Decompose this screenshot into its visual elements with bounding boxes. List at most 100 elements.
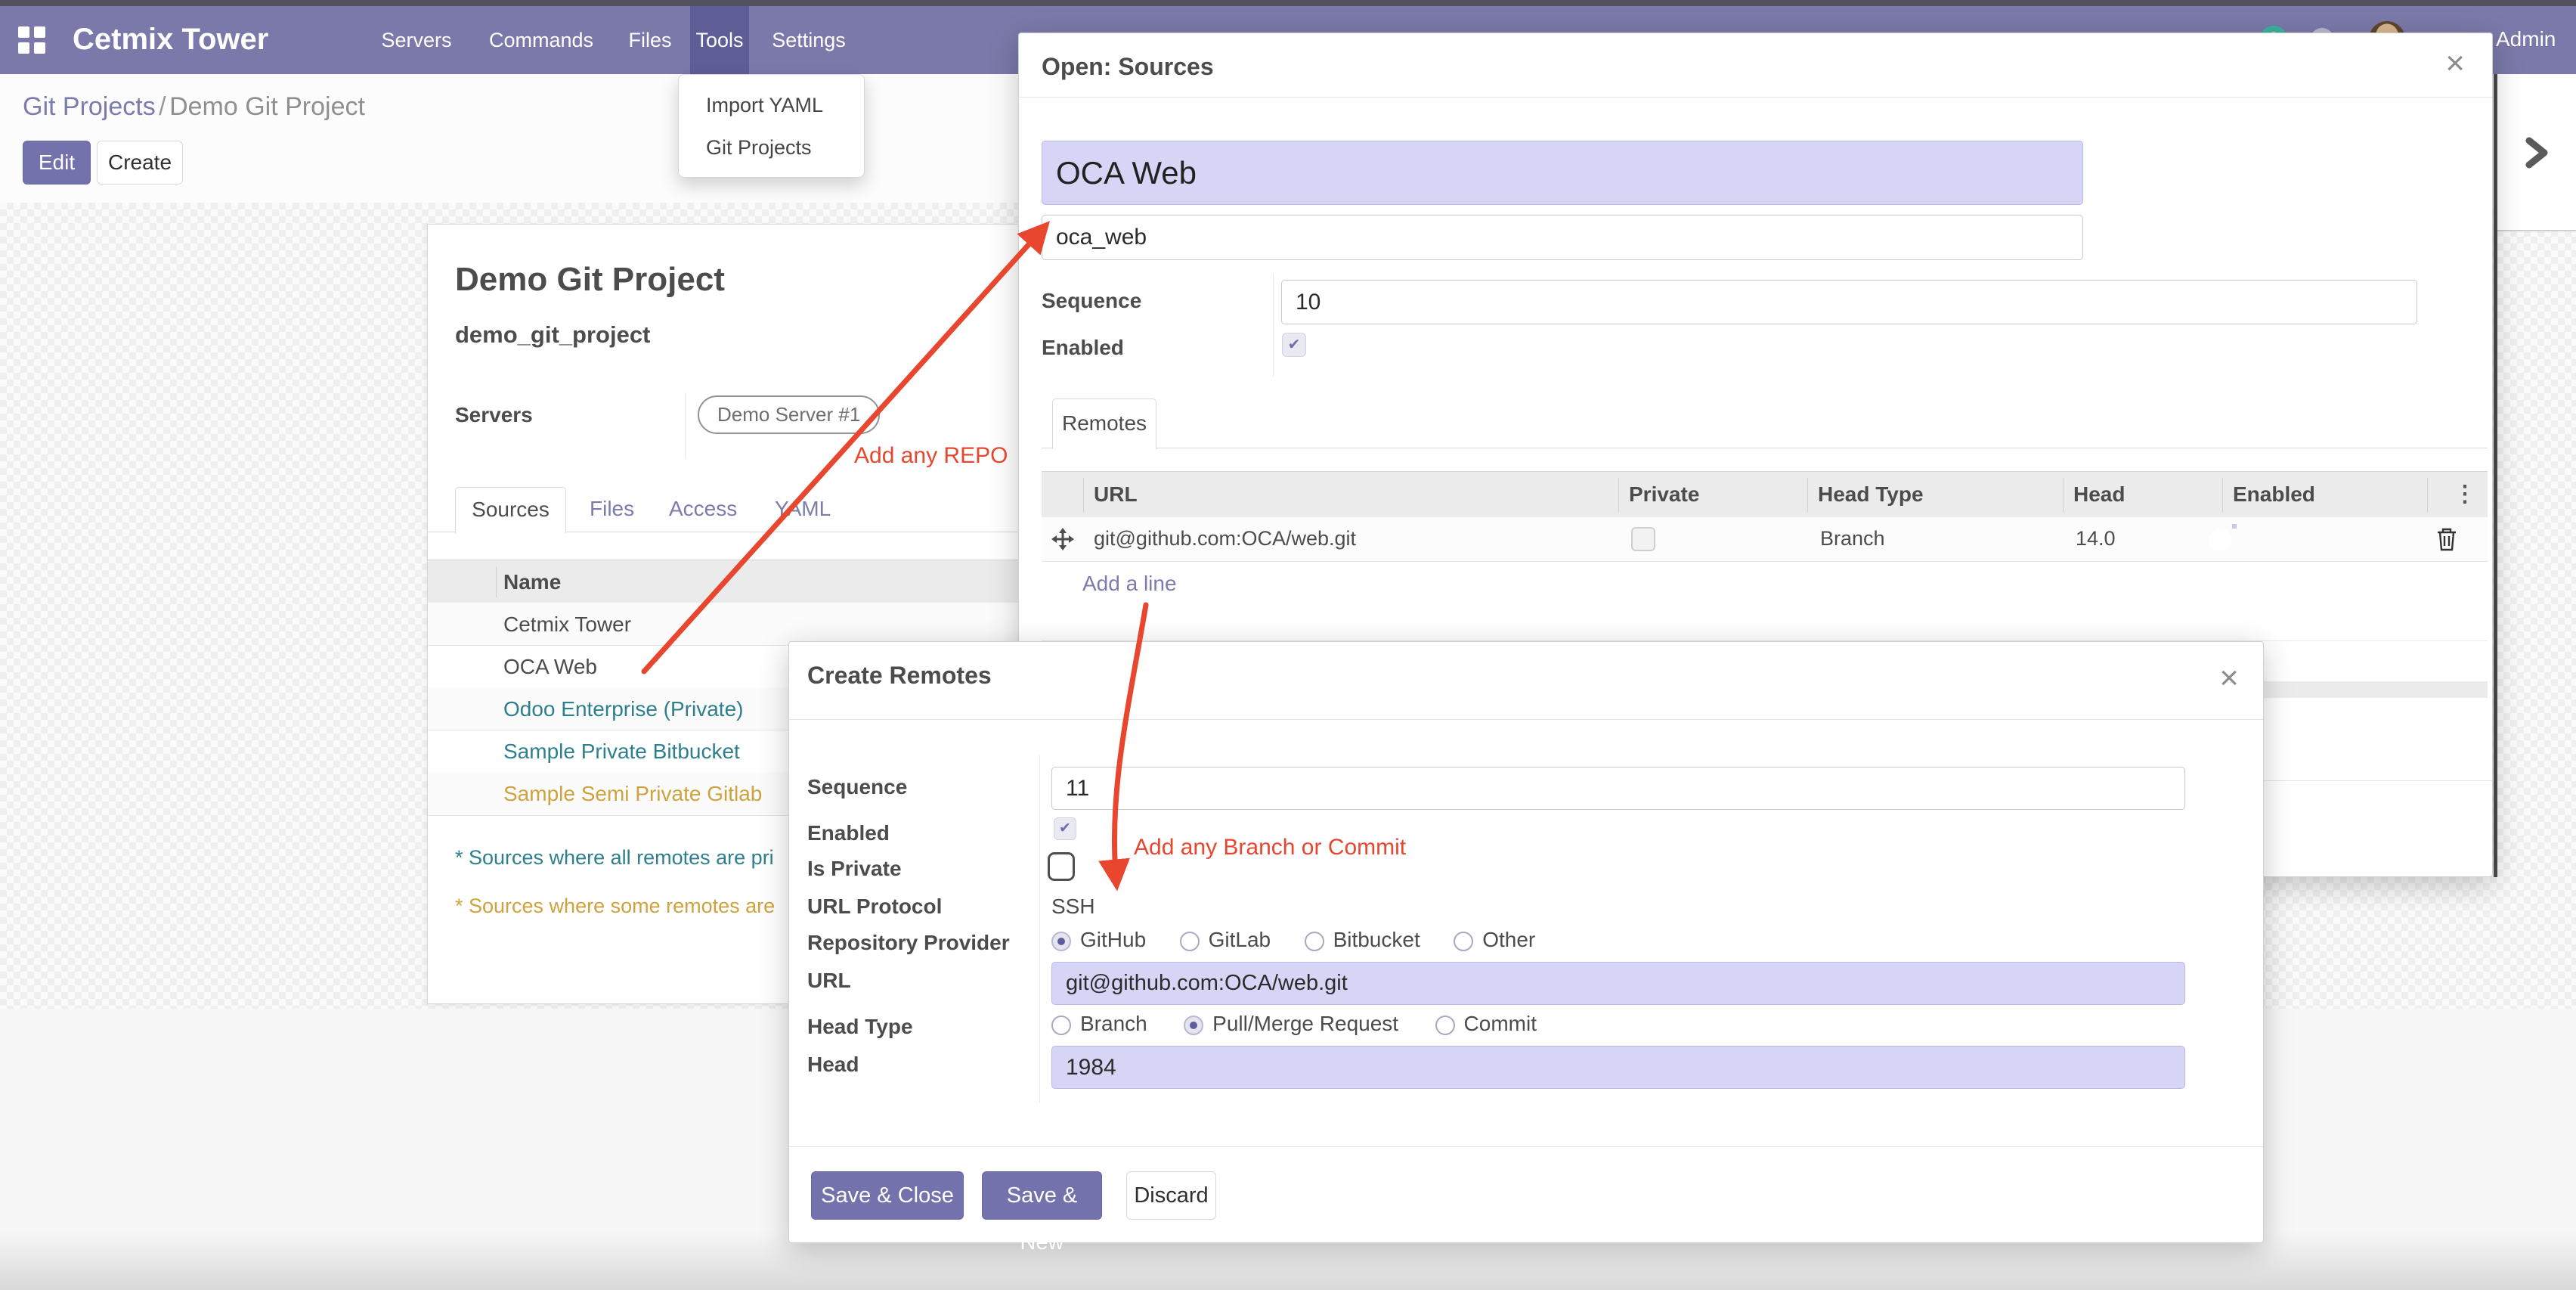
nav-item-files[interactable]: Files: [628, 29, 672, 51]
source-name-input[interactable]: [1042, 141, 2083, 205]
save-close-button[interactable]: Save & Close: [811, 1171, 964, 1220]
source-technical-name-input[interactable]: [1042, 215, 2083, 260]
source-name: Sample Private Bitbucket: [503, 740, 740, 763]
nav-item-commands[interactable]: Commands: [488, 29, 594, 51]
dialog-footer-divider: [789, 1146, 2263, 1147]
is-private-checkbox[interactable]: [1048, 852, 1075, 881]
project-title: Demo Git Project: [455, 261, 725, 298]
project-technical-name: demo_git_project: [455, 321, 651, 348]
sequence-label: Sequence: [1042, 289, 1142, 312]
delete-icon[interactable]: [2435, 526, 2458, 557]
private-column-header[interactable]: Private: [1629, 482, 1700, 506]
side-panel-expander[interactable]: [2497, 74, 2576, 231]
source-row-cetmix-tower[interactable]: Cetmix Tower: [428, 603, 1019, 646]
head-type-label: Head Type: [807, 1015, 913, 1038]
dialog-tabbar: [1042, 398, 2488, 448]
repository-provider-radios: GitHub GitLab Bitbucket Other: [1051, 928, 1535, 952]
radio-gitlab[interactable]: GitLab: [1179, 928, 1271, 951]
tab-access[interactable]: Access: [669, 497, 738, 520]
breadcrumb-separator: /: [159, 92, 166, 121]
remote-head: 14.0: [2076, 527, 2116, 550]
enabled-checkbox[interactable]: ✔: [1054, 817, 1076, 840]
source-name: Cetmix Tower: [503, 612, 632, 636]
remote-private-checkbox[interactable]: [1631, 527, 1655, 551]
sequence-input[interactable]: [1051, 767, 2185, 810]
name-column-header[interactable]: Name: [503, 570, 562, 594]
radio-selected-icon: [1184, 1015, 1204, 1035]
table-footer-divider: [1042, 640, 2488, 641]
nav-item-servers[interactable]: Servers: [381, 29, 452, 51]
server-tag[interactable]: Demo Server #1: [698, 395, 881, 434]
dialog-header-divider: [789, 719, 2263, 720]
menu-item-git-projects[interactable]: Git Projects: [706, 136, 812, 159]
dialog-title: Create Remotes: [807, 662, 992, 689]
radio-branch[interactable]: Branch: [1051, 1012, 1147, 1035]
create-button[interactable]: Create: [97, 141, 183, 185]
radio-pull-merge-request[interactable]: Pull/Merge Request: [1184, 1012, 1398, 1035]
edit-button[interactable]: Edit: [23, 141, 91, 185]
breadcrumb-current: Demo Git Project: [169, 92, 365, 121]
enabled-column-header[interactable]: Enabled: [2233, 482, 2315, 506]
close-icon[interactable]: ×: [2219, 659, 2239, 696]
open-sources-dialog: Open: Sources × Sequence Enabled ✔ Remot…: [1018, 33, 2493, 877]
user-name[interactable]: Admin: [2496, 27, 2556, 51]
breadcrumb: Git Projects / Demo Git Project: [23, 92, 365, 126]
tab-sources[interactable]: Sources: [455, 487, 566, 533]
enabled-label: Enabled: [1042, 336, 1124, 359]
enabled-checkbox[interactable]: ✔: [1282, 333, 1306, 357]
remotes-table-header: URL Private Head Type Head Enabled ⋮: [1042, 471, 2488, 519]
nav-item-settings[interactable]: Settings: [772, 29, 846, 51]
url-protocol-value: SSH: [1051, 895, 1095, 918]
head-input[interactable]: [1051, 1046, 2185, 1089]
sources-table-header: Name: [428, 560, 1019, 604]
label-column-separator: [1273, 274, 1274, 377]
enabled-label: Enabled: [807, 821, 890, 845]
radio-bitbucket[interactable]: Bitbucket: [1304, 928, 1420, 951]
add-line-link[interactable]: Add a line: [1082, 572, 1177, 595]
url-column-header[interactable]: URL: [1094, 482, 1138, 506]
dialog-header-divider: [1019, 97, 2492, 98]
repository-provider-label: Repository Provider: [807, 931, 1010, 954]
save-new-button[interactable]: Save & New: [982, 1171, 1102, 1254]
column-divider: [1618, 478, 1619, 512]
remote-row[interactable]: git@github.com:OCA/web.git Branch 14.0: [1042, 517, 2488, 562]
head-label: Head: [807, 1053, 859, 1076]
tab-yaml[interactable]: YAML: [775, 497, 831, 520]
radio-icon: [1304, 931, 1324, 951]
window-top-strip: [0, 0, 2576, 6]
nav-item-tools[interactable]: Tools: [690, 6, 749, 74]
radio-other[interactable]: Other: [1454, 928, 1535, 951]
note-semi-private-sources: * Sources where some remotes are: [455, 895, 776, 917]
radio-icon: [1454, 931, 1474, 951]
sequence-input[interactable]: [1281, 280, 2417, 324]
servers-label: Servers: [455, 403, 533, 426]
create-remotes-dialog: Create Remotes × Sequence Enabled ✔ Is P…: [788, 641, 2264, 1254]
radio-commit[interactable]: Commit: [1435, 1012, 1537, 1035]
radio-icon: [1051, 1015, 1071, 1035]
source-name: OCA Web: [503, 655, 597, 678]
menu-item-import-yaml[interactable]: Import YAML: [706, 94, 824, 116]
radio-selected-icon: [1051, 931, 1071, 951]
url-input[interactable]: [1051, 962, 2185, 1005]
source-name: Odoo Enterprise (Private): [503, 697, 744, 721]
tools-dropdown-menu: Import YAML Git Projects: [678, 74, 865, 178]
close-icon[interactable]: ×: [2445, 45, 2465, 82]
tab-remotes[interactable]: Remotes: [1052, 398, 1156, 449]
discard-button[interactable]: Discard: [1126, 1171, 1216, 1220]
head-type-column-header[interactable]: Head Type: [1818, 482, 1924, 506]
tab-files[interactable]: Files: [590, 497, 635, 520]
apps-menu-icon[interactable]: [18, 26, 45, 54]
brand-title[interactable]: Cetmix Tower: [73, 23, 269, 56]
side-panel-border: [2494, 74, 2497, 877]
remote-head-type: Branch: [1820, 527, 1885, 550]
head-column-header[interactable]: Head: [2073, 482, 2126, 506]
breadcrumb-parent-link[interactable]: Git Projects: [23, 92, 156, 121]
drag-handle-icon[interactable]: [1051, 527, 1075, 557]
optional-columns-icon[interactable]: ⋮: [2454, 482, 2476, 507]
radio-github[interactable]: GitHub: [1051, 928, 1146, 951]
note-private-sources: * Sources where all remotes are pri: [455, 846, 774, 869]
dialog-title: Open: Sources: [1042, 53, 1214, 80]
column-divider: [2063, 478, 2064, 512]
url-protocol-label: URL Protocol: [807, 895, 943, 918]
